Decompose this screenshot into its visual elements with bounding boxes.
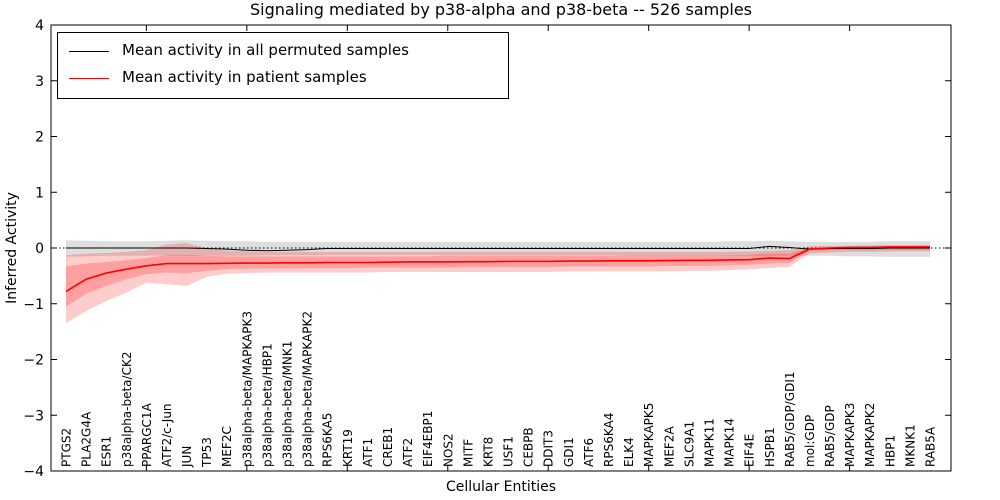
x-category-label: TP53: [200, 437, 214, 468]
x-category-label: ATF2: [401, 438, 415, 467]
x-category-label: DDIT3: [542, 430, 556, 467]
x-category-label: mol:GDP: [803, 415, 817, 467]
y-axis-label: Inferred Activity: [4, 192, 20, 304]
y-tick-label: −2: [23, 353, 44, 369]
x-category-label: EIF4EBP1: [421, 411, 435, 467]
x-category-label: SLC9A1: [682, 421, 696, 467]
x-category-label: JUN: [180, 446, 194, 468]
x-category-label: ATF2/c-Jun: [160, 403, 174, 467]
x-category-label: p38alpha-beta/MAPKAPK3: [240, 311, 254, 467]
x-category-label: KRT19: [341, 429, 355, 467]
y-tick-label: 1: [35, 185, 44, 201]
legend-label-patient: Mean activity in patient samples: [122, 68, 367, 86]
x-category-label: ESR1: [100, 436, 114, 467]
x-category-label: PLA2G4A: [80, 411, 94, 467]
legend-line-permuted-icon: [69, 51, 109, 52]
x-axis-label: Cellular Entities: [446, 479, 556, 495]
x-category-label: p38alpha-beta/CK2: [120, 352, 134, 467]
patient-envelope-inner-band: [66, 246, 930, 307]
series-line-1: [65, 246, 930, 293]
x-category-label: MITF: [461, 439, 475, 467]
y-tick-label: 0: [35, 241, 44, 257]
x-category-label: USF1: [502, 436, 516, 467]
x-category-label: ATF6: [582, 438, 596, 467]
legend: Mean activity in all permuted samples Me…: [57, 32, 509, 99]
x-category-label: p38alpha-beta/MAPKAPK2: [301, 311, 315, 467]
x-category-label: p38alpha-beta/HBP1: [260, 343, 274, 467]
x-category-label: CREB1: [381, 427, 395, 467]
x-category-label: HSPB1: [763, 427, 777, 467]
x-category-label: CEBPB: [522, 427, 536, 467]
x-category-label: RPS6KA4: [602, 413, 616, 467]
x-category-label: GDI1: [562, 437, 576, 467]
x-category-label: MAPK11: [702, 418, 716, 467]
x-category-label: EIF4E: [743, 434, 757, 467]
x-category-label: MEF2A: [662, 426, 676, 467]
x-category-label: NOS2: [441, 433, 455, 467]
x-category-label: HBP1: [883, 435, 897, 467]
y-tick-label: 4: [35, 18, 44, 34]
legend-label-permuted: Mean activity in all permuted samples: [122, 41, 409, 59]
x-category-label: ATF1: [361, 438, 375, 467]
x-category-label: MEF2C: [220, 426, 234, 467]
x-category-label: PPARGC1A: [140, 402, 154, 467]
x-category-label: RAB5/GDP/GDI1: [783, 371, 797, 467]
y-tick-label: 3: [35, 74, 44, 90]
x-category-label: PTGS2: [60, 428, 74, 467]
y-tick-label: 2: [35, 130, 44, 146]
x-category-label: MKNK1: [903, 424, 917, 467]
chart-title: Signaling mediated by p38-alpha and p38-…: [249, 0, 752, 19]
x-category-label: p38alpha-beta/MNK1: [281, 341, 295, 467]
series-line-0: [66, 245, 930, 252]
legend-entry-patient: Mean activity in patient samples: [58, 65, 508, 92]
legend-line-patient-icon: [69, 78, 109, 79]
x-category-label: MAPK14: [723, 418, 737, 467]
x-category-label: MAPKAPK2: [863, 403, 877, 467]
y-tick-label: −3: [23, 408, 44, 424]
x-category-label: RAB5A: [924, 426, 938, 467]
x-category-label: KRT8: [481, 437, 495, 467]
x-category-label: MAPKAPK3: [843, 403, 857, 467]
y-tick-label: −4: [23, 464, 44, 480]
x-category-label: RPS6KA5: [321, 413, 335, 467]
x-category-label: MAPKAPK5: [642, 403, 656, 467]
legend-entry-permuted: Mean activity in all permuted samples: [58, 38, 508, 65]
x-category-label: RAB5/GDP: [823, 405, 837, 467]
x-category-label: ELK4: [622, 437, 636, 467]
y-tick-label: −1: [23, 297, 44, 313]
